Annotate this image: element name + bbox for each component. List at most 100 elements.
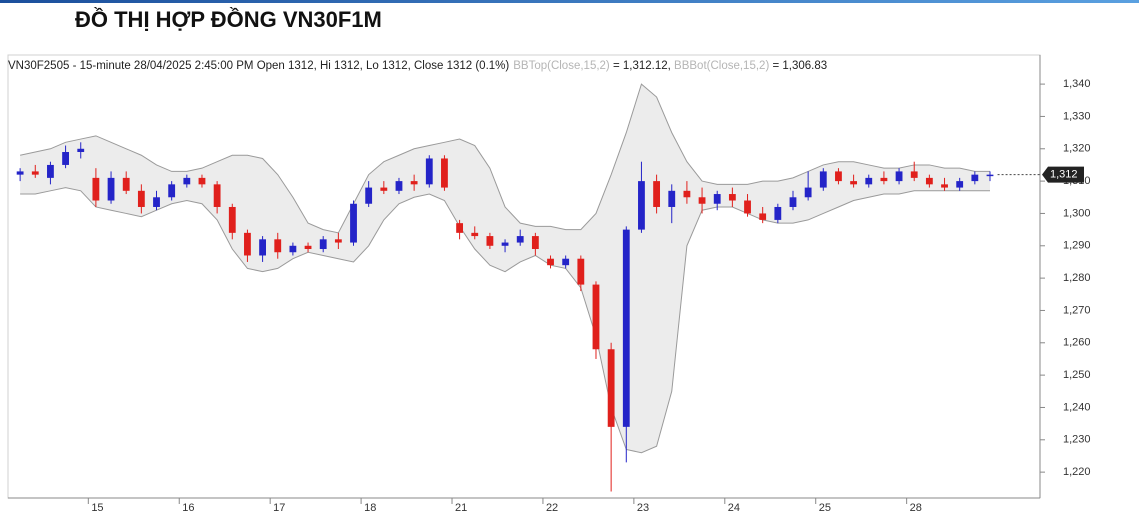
band-bottom	[20, 187, 990, 454]
candle-body	[456, 223, 464, 233]
candle-body	[683, 190, 691, 198]
candle-body	[516, 236, 524, 243]
x-tick-label: 28	[910, 502, 922, 514]
candle-body	[274, 239, 282, 253]
candle-body	[547, 258, 554, 266]
candle-body	[168, 184, 176, 198]
candle-body	[228, 206, 236, 233]
candle-body	[789, 197, 797, 207]
candle-body	[471, 232, 479, 237]
x-tick-label: 18	[364, 502, 376, 514]
candle-body	[865, 177, 873, 185]
candle-body	[744, 200, 751, 214]
chart-title: ĐỒ THỊ HỢP ĐỒNG VN30F1M	[75, 7, 382, 32]
candle-body	[441, 158, 448, 188]
candle-body	[956, 181, 964, 188]
candle-body	[804, 187, 812, 198]
y-tick-label: 1,280	[1063, 272, 1091, 284]
candle-body	[107, 177, 115, 201]
candle-body	[334, 239, 342, 243]
candle-body	[289, 245, 297, 253]
info-bbbot-value: = 1,306.83	[769, 60, 827, 72]
x-tick-label: 21	[455, 502, 467, 514]
candle-body	[653, 181, 661, 207]
candle-body	[850, 181, 858, 185]
candle-body	[92, 177, 100, 201]
candle-body	[62, 152, 69, 165]
candle-body	[941, 184, 948, 188]
candle-body	[486, 236, 494, 246]
candle-body	[47, 164, 54, 178]
candle-body	[713, 194, 721, 204]
candle-body	[304, 245, 312, 250]
candle-body	[774, 206, 782, 220]
candle-body	[122, 177, 130, 191]
y-tick-label: 1,290	[1063, 240, 1091, 252]
candle-body	[531, 236, 539, 250]
candle-body	[365, 187, 373, 204]
candle-body	[728, 194, 736, 201]
x-tick-label: 25	[819, 502, 831, 514]
candle-body	[425, 158, 433, 185]
y-tick-label: 1,330	[1063, 110, 1091, 122]
candle-body	[986, 174, 994, 177]
candle-body	[577, 258, 585, 285]
y-tick-label: 1,340	[1063, 78, 1091, 90]
candle-body	[153, 197, 160, 207]
info-line: VN30F2505 - 15-minute 28/04/2025 2:45:00…	[8, 60, 827, 72]
plot-frame	[7, 54, 1041, 499]
y-tick-label: 1,260	[1063, 337, 1091, 349]
y-tick-label: 1,220	[1063, 466, 1091, 478]
candle-body	[410, 181, 418, 185]
x-tick-label: 16	[182, 502, 194, 514]
candle-body	[607, 349, 615, 427]
y-tick-label: 1,270	[1063, 304, 1091, 316]
candle-body	[895, 171, 903, 182]
y-tick-label: 1,320	[1063, 143, 1091, 155]
last-price-label: 1,312	[1050, 169, 1078, 181]
candle-body	[77, 148, 85, 153]
candle-body	[244, 232, 251, 256]
info-text: VN30F2505 - 15-minute 28/04/2025 2:45:00…	[8, 60, 509, 72]
y-tick-label: 1,230	[1063, 434, 1091, 446]
candle-body	[622, 229, 630, 427]
candle-body	[198, 177, 206, 185]
candle-body	[759, 213, 767, 220]
candle-body	[350, 203, 357, 243]
x-tick-label: 22	[546, 502, 558, 514]
candle-body	[319, 239, 327, 250]
y-tick-label: 1,250	[1063, 369, 1091, 381]
candle-body	[971, 174, 979, 182]
candle-body	[880, 177, 888, 182]
candle-body	[137, 190, 145, 207]
x-tick-label: 24	[728, 502, 740, 514]
candle-body	[380, 187, 388, 191]
info-bbtop-value: = 1,312.12,	[610, 60, 674, 72]
x-tick-label: 15	[91, 502, 103, 514]
candle-body	[668, 190, 676, 207]
last-price-box	[1042, 166, 1084, 183]
info-bbbot: BBBot(Close,15,2)	[674, 60, 769, 72]
x-tick-label: 23	[637, 502, 649, 514]
info-bbtop: BBTop(Close,15,2)	[513, 60, 610, 72]
candle-body	[31, 171, 39, 175]
candle-body	[259, 239, 266, 256]
band-top	[20, 83, 990, 234]
candle-body	[183, 177, 191, 185]
candle-body	[925, 177, 933, 185]
candle-body	[592, 284, 600, 350]
candle-body	[819, 171, 827, 188]
candle-body	[910, 171, 918, 178]
candle-body	[501, 242, 509, 246]
y-tick-label: 1,240	[1063, 401, 1091, 413]
candle-body	[638, 181, 645, 230]
plot: 1,220 1,230 1,240 1,250 1,260 1,270 1,280 1,290…	[8, 55, 1091, 514]
x-tick-label: 17	[273, 502, 285, 514]
candle-body	[16, 171, 24, 175]
band-area	[20, 84, 990, 453]
y-tick-label: 1,300	[1063, 207, 1091, 219]
candle-body	[562, 258, 570, 266]
candle-body	[835, 171, 842, 182]
